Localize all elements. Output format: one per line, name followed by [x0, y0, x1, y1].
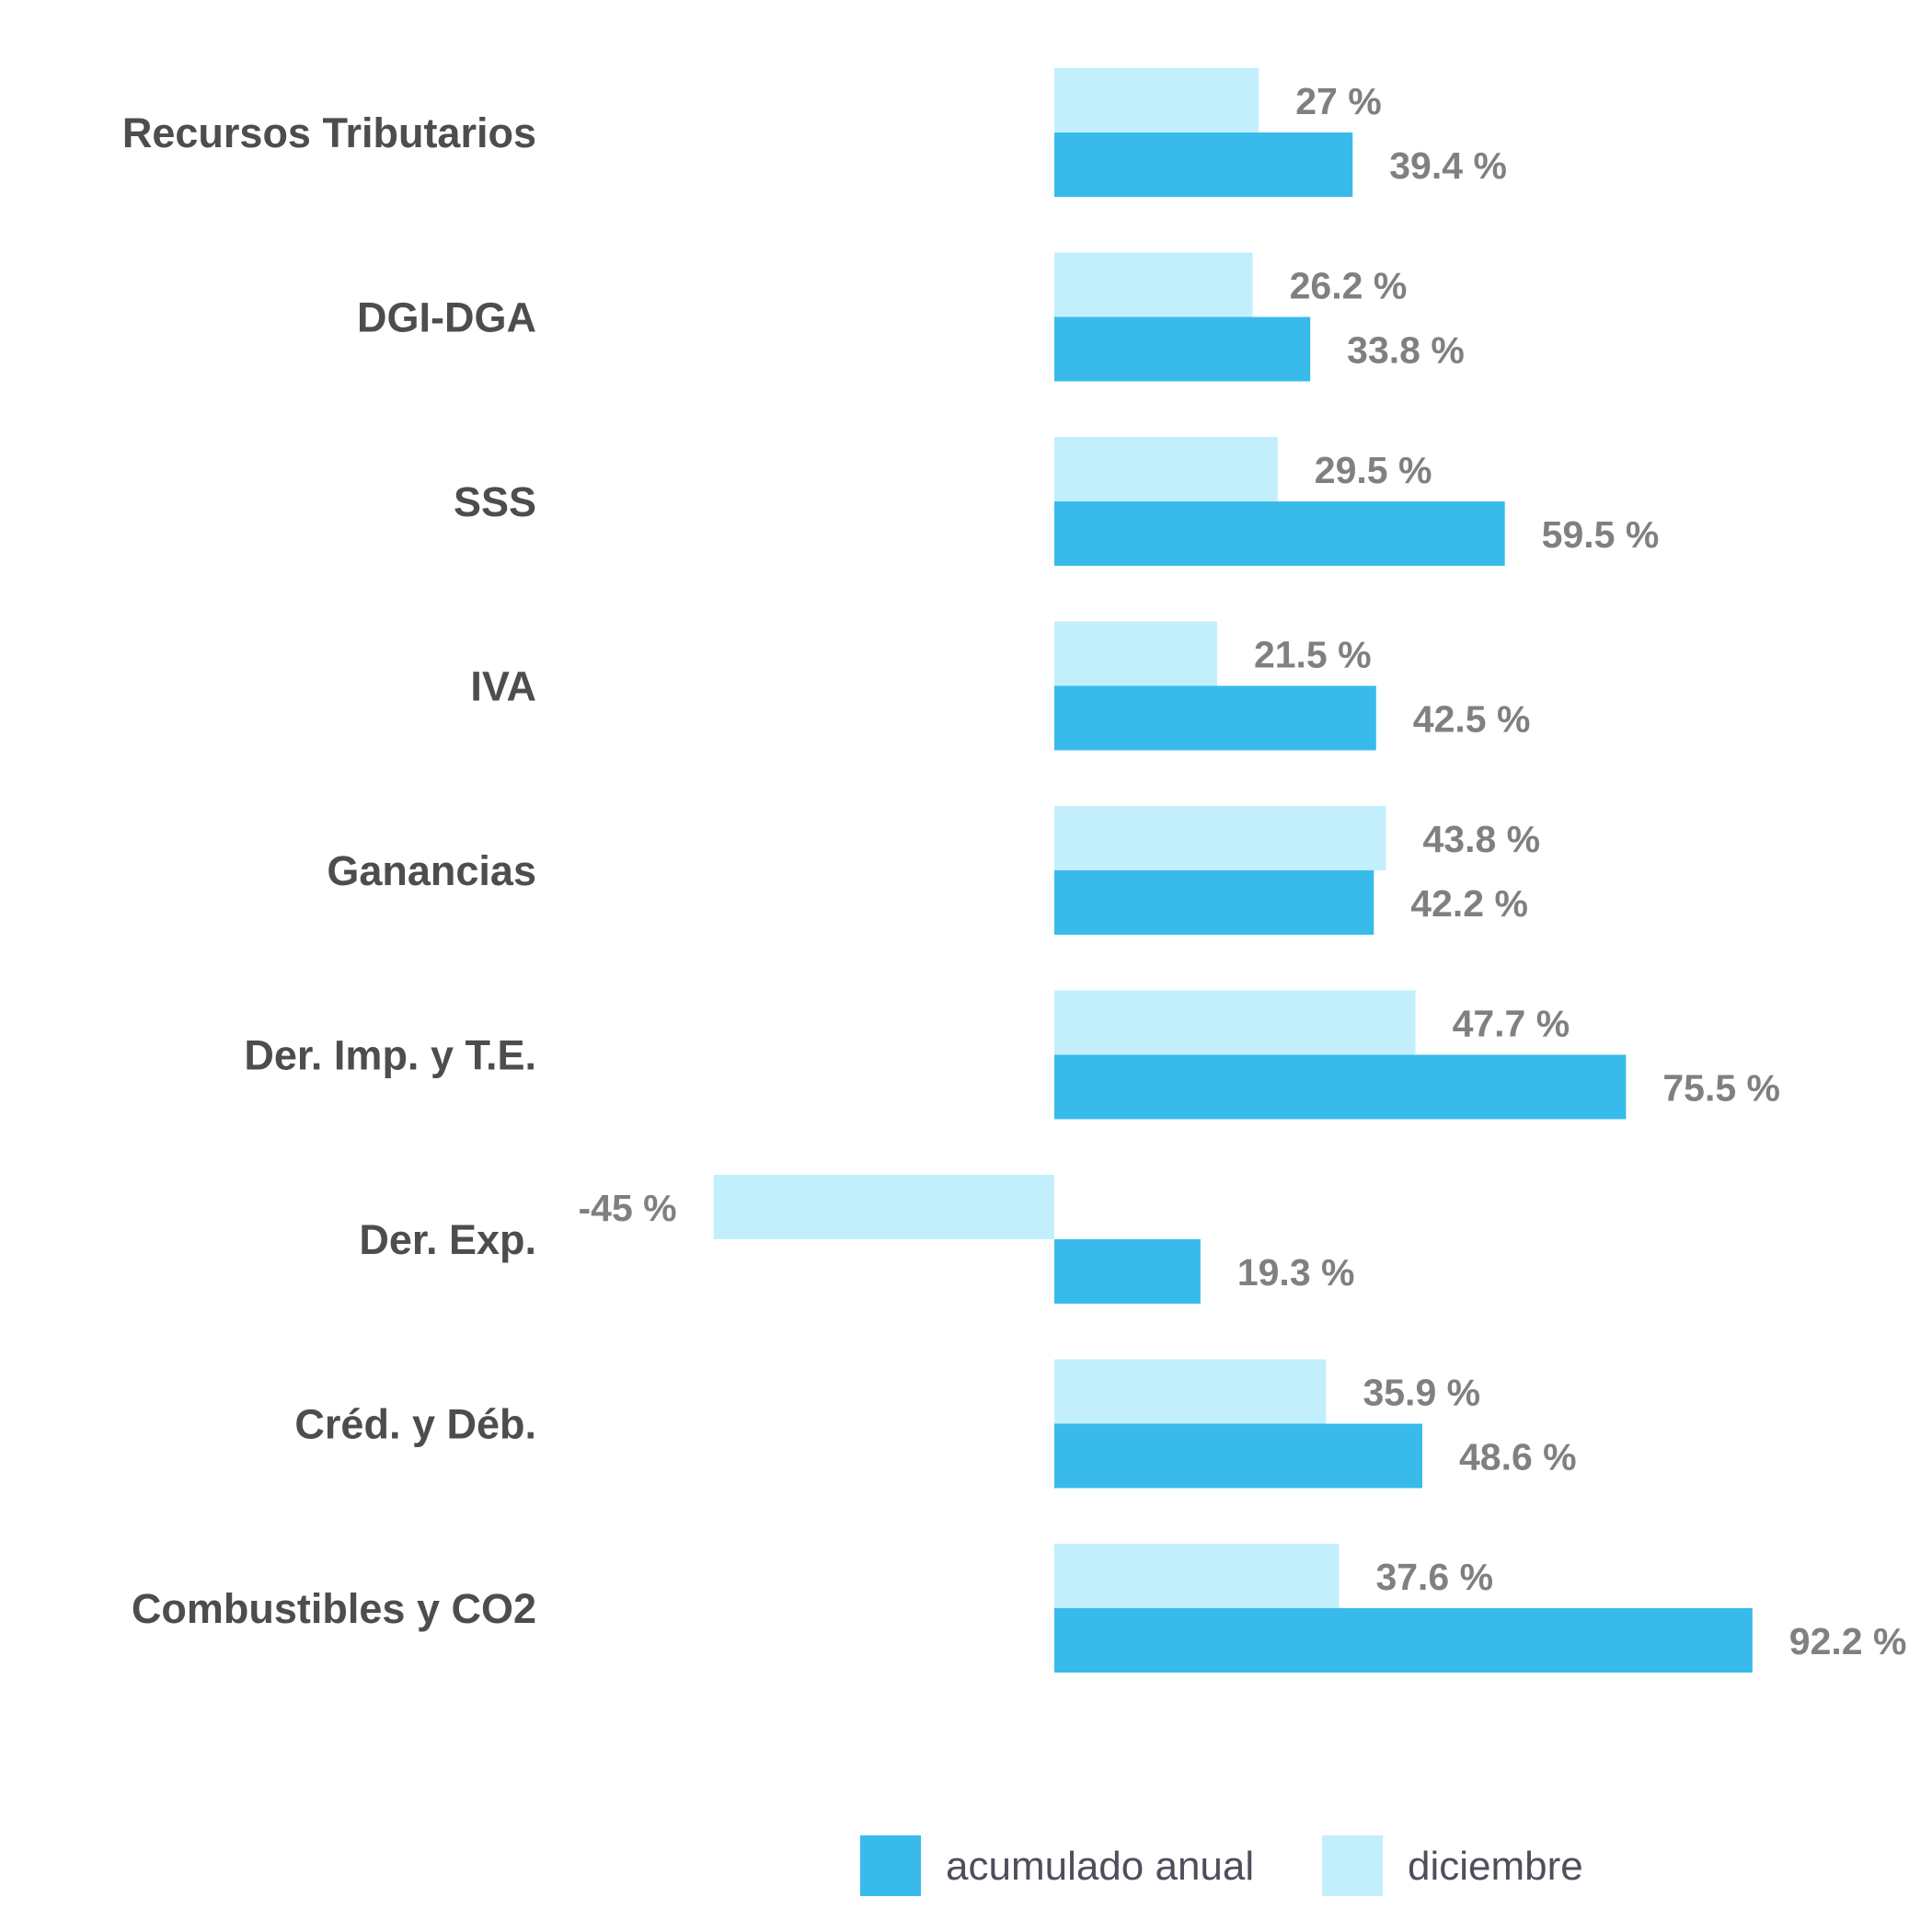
data-label: 19.3 % [1237, 1251, 1355, 1294]
category-label: SSS [454, 478, 536, 525]
bar-diciembre [1054, 990, 1416, 1055]
category-label: Recursos Tributarios [122, 109, 536, 156]
legend-swatch-acumulado-anual [860, 1835, 921, 1896]
category-label: Créd. y Déb. [294, 1401, 536, 1448]
category-label: Der. Imp. y T.E. [244, 1032, 536, 1079]
bar-acumulado-anual [1054, 1054, 1627, 1120]
data-label: 37.6 % [1375, 1556, 1493, 1598]
category-label: Combustibles y CO2 [132, 1585, 536, 1632]
legend-label-acumulado-anual: acumulado anual [946, 1844, 1254, 1889]
legend: acumulado anual diciembre [860, 1835, 1583, 1896]
bar-diciembre [1054, 1359, 1327, 1424]
bar-acumulado-anual [1054, 685, 1376, 751]
data-label: 26.2 % [1290, 265, 1408, 307]
legend-label-diciembre: diciembre [1408, 1844, 1583, 1889]
bar-acumulado-anual [1054, 1239, 1201, 1304]
category-label: DGI-DGA [357, 294, 536, 341]
bar-acumulado-anual [1054, 501, 1505, 566]
data-label: 43.8 % [1422, 818, 1540, 860]
category-label: Ganancias [327, 847, 536, 894]
data-label: 27 % [1295, 80, 1381, 122]
bar-acumulado-anual [1054, 316, 1311, 382]
data-label: 59.5 % [1542, 513, 1660, 556]
bar-diciembre [1054, 437, 1278, 501]
bar-acumulado-anual [1054, 1608, 1753, 1673]
data-label: 21.5 % [1254, 634, 1372, 676]
data-label: 35.9 % [1363, 1372, 1480, 1414]
bar-acumulado-anual [1054, 1423, 1422, 1489]
bar-diciembre [1054, 68, 1259, 132]
bar-diciembre [713, 1175, 1054, 1239]
legend-swatch-diciembre [1322, 1835, 1383, 1896]
data-label: 92.2 % [1789, 1620, 1907, 1662]
bar-acumulado-anual [1054, 870, 1374, 935]
category-label: IVA [470, 663, 536, 710]
plot-area: Recursos Tributarios 27 %39.4 % DGI-DGA 26.… [122, 68, 1907, 1673]
bar-diciembre [1054, 806, 1386, 870]
data-label: 39.4 % [1389, 144, 1507, 187]
category-label: Der. Exp. [359, 1216, 536, 1263]
bar-diciembre [1054, 252, 1253, 317]
data-label: 42.5 % [1413, 698, 1531, 741]
data-label: 47.7 % [1453, 1003, 1570, 1045]
bar-diciembre [1054, 621, 1217, 686]
data-label: 75.5 % [1662, 1067, 1780, 1110]
data-label: 29.5 % [1315, 449, 1432, 491]
data-label: 33.8 % [1347, 329, 1465, 372]
data-label: -45 % [579, 1187, 677, 1229]
data-label: 48.6 % [1459, 1436, 1577, 1478]
bar-diciembre [1054, 1544, 1340, 1608]
data-label: 42.2 % [1410, 882, 1528, 925]
bar-acumulado-anual [1054, 132, 1353, 197]
